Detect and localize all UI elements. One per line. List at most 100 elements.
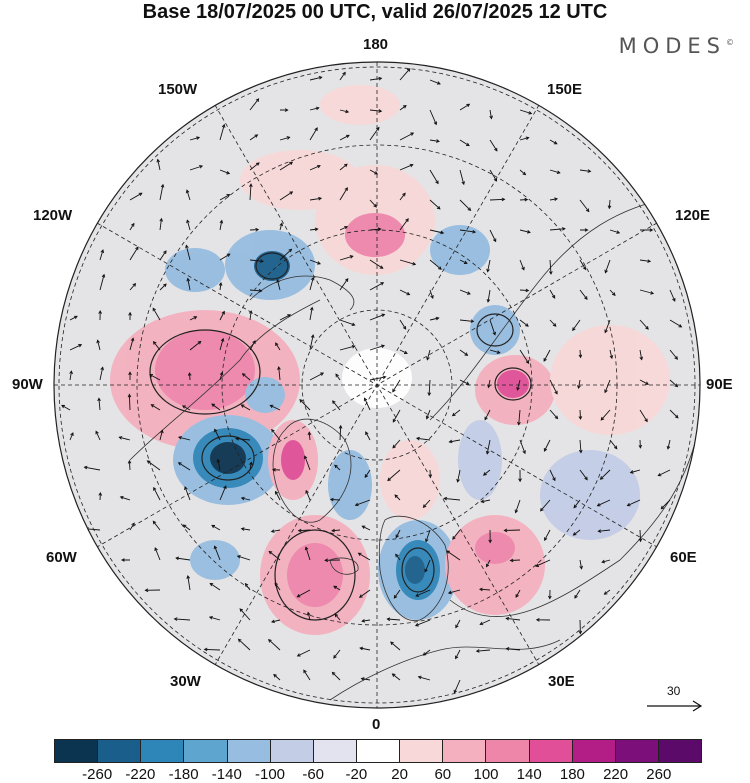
wind-vector [129,338,134,351]
wind-vector [184,486,191,501]
wind-vector [459,379,469,385]
wind-vector [249,134,258,141]
wind-vector-head [487,384,491,389]
colorbar-tick-label: -260 [82,766,113,783]
wind-vector [271,429,281,441]
lon-label-30w: 30W [170,673,201,690]
wind-vector [219,220,223,231]
wind-vector [152,521,161,531]
wind-vector [578,379,581,389]
map-border [53,61,701,709]
wind-vector [276,279,281,291]
wind-vector [268,639,281,651]
wind-vector [219,311,225,321]
wind-vector-head [119,495,124,500]
wind-vector-head [305,489,309,494]
wind-vector [579,169,591,172]
wind-vector-head [152,307,156,312]
wind-vector-head [100,366,104,371]
wind-vector [506,648,521,651]
wind-vector-head [296,653,301,657]
wind-vector-head [650,291,655,295]
anomaly-siberia-core [497,370,529,398]
wind-vector-head [196,136,201,140]
wind-vector [309,197,322,201]
wind-vector [69,344,82,351]
wind-vector-head [236,555,241,559]
wind-vector-head [639,356,644,361]
wind-vector [423,649,431,656]
colorbar-swatch [443,740,487,762]
wind-vector-head [410,132,415,136]
wind-vector [339,72,346,81]
wind-vector [275,342,281,351]
wind-vector-head [406,68,411,72]
wind-vector-head [159,217,164,222]
wind-vector [333,649,341,659]
coast-alaska [249,275,355,311]
wind-vector [278,366,281,381]
wind-vector-head [645,326,649,330]
wind-vector [416,437,431,441]
wind-vector [358,552,371,561]
colorbar-tick-label: 100 [473,766,499,783]
wind-vector-head [644,418,648,423]
wind-vector [369,109,382,112]
wind-vector [365,431,371,441]
wind-vector-head [226,171,231,175]
wind-vector [519,137,529,141]
wind-vector-head [574,594,578,599]
wind-vector-head [255,227,260,232]
wind-vector-head [629,470,634,474]
wind-vector-head [249,461,253,466]
wind-vector-head [607,205,612,210]
wind-vector [459,319,474,322]
anomaly-fields [110,85,670,635]
wind-vector [415,589,431,597]
wind-vector-head [390,641,394,646]
lon-label-180: 180 [363,36,389,53]
wind-vector [393,589,401,599]
wind-vector-head [674,414,679,419]
wind-vector-head [163,250,167,255]
anomaly-kara [458,420,502,500]
wind-vector [519,319,529,327]
wind-vector [204,648,221,651]
wind-vector [186,220,191,231]
wind-vector-head [387,477,391,482]
wind-vector [271,529,281,533]
wind-vector-head [525,288,530,293]
wind-vector [518,409,521,425]
colorbar-swatch [55,740,99,762]
wind-vector [339,319,355,326]
wind-vector-head [332,400,336,404]
wind-vector-head [364,474,369,478]
wind-vector-head [220,337,225,342]
wind-vector [540,499,551,512]
wind-vector [309,165,321,171]
wind-vector-head [132,283,137,287]
wind-vector [369,77,382,81]
wind-vector [369,169,378,175]
wind-vector [399,218,409,231]
wind-vector [84,466,101,471]
wind-vector [235,438,251,441]
wind-vector [249,340,256,351]
wind-vector-head [69,370,73,375]
wind-vector-head [252,340,256,344]
wind-vector [339,226,348,231]
wind-vector-head [98,310,102,314]
wind-vector [390,641,401,651]
wind-vector-head [415,593,420,597]
wind-vector-head [578,416,583,420]
wind-vector-head [138,192,143,197]
wind-vector-head [175,556,180,561]
wind-vector-head [118,436,123,440]
wind-vector [369,259,384,269]
wind-vector [219,485,227,501]
wind-vector [452,529,461,540]
wind-vector [189,341,201,351]
chart-title: Base 18/07/2025 00 UTC, valid 26/07/2025… [142,1,608,23]
wind-vector-head [100,249,105,254]
wind-vector [601,559,611,563]
